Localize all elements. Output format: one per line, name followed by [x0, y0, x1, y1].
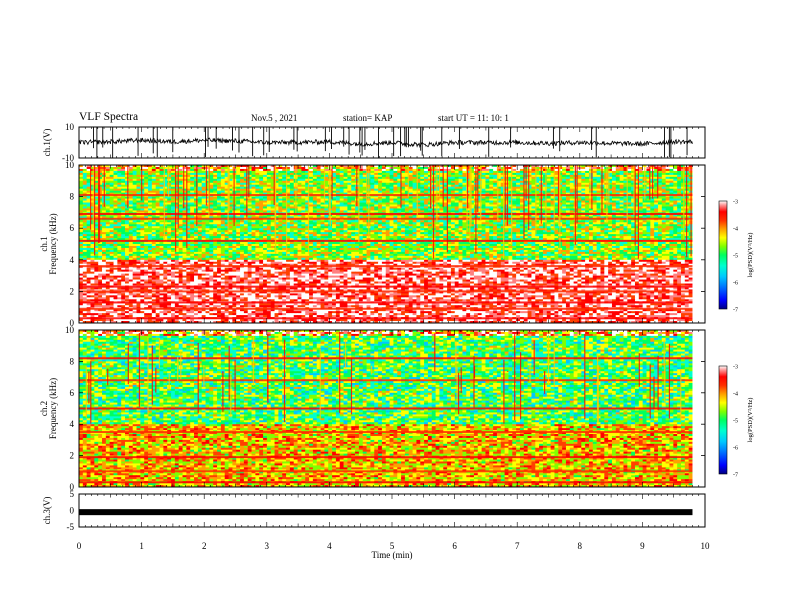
ch1-spectrogram-band: [79, 301, 693, 304]
x-tick-label: 2: [202, 541, 207, 551]
x-tick-label: 6: [452, 541, 457, 551]
x-tick-label: 8: [578, 541, 583, 551]
ch1-spectrogram-band: [79, 317, 693, 320]
ch1-spectrogram-colorbar-tick: -7: [733, 308, 738, 314]
x-tick-label: 1: [139, 541, 144, 551]
ch2-spectrogram-colorbar-tick: -6: [733, 446, 738, 452]
ch1-spectrogram-band: [79, 265, 693, 268]
ch1-spectrogram-ylabel-channel: ch.1: [39, 236, 49, 251]
ch3-waveform-ytick-label: 0: [70, 506, 75, 516]
ch1-spectrogram-colorbar-label: log(PSD)(V²/Hz): [747, 233, 754, 278]
ch1-spectrogram-ytick-label: 10: [65, 160, 75, 170]
ch1-waveform-line: [78, 136, 693, 149]
ch2-spectrogram-band: [79, 357, 693, 360]
x-tick-label: 10: [701, 541, 711, 551]
ch1-spectrogram-band: [79, 239, 693, 242]
x-tick-label: 9: [640, 541, 645, 551]
ch2-spectrogram-band: [79, 379, 693, 382]
ch1-spectrogram-colorbar-tick: -6: [733, 281, 738, 287]
ch2-spectrogram-image: [79, 330, 705, 488]
ch1-spectrogram-band: [79, 194, 693, 197]
ch2-spectrogram-band: [79, 407, 693, 410]
ch2-spectrogram-ytick-label: 0: [70, 482, 75, 492]
x-tick-label: 3: [265, 541, 270, 551]
ch2-spectrogram-colorbar: [718, 365, 728, 475]
ch1-spectrogram-colorbar-tick: -5: [733, 254, 738, 260]
ch2-spectrogram-ytick-label: 6: [70, 388, 75, 398]
date-label: Nov.5 , 2021: [251, 113, 297, 123]
ch1-waveform-ytick-label: -10: [62, 153, 74, 163]
ch3-waveform-ytick-label: 5: [70, 489, 75, 499]
chart-title: VLF Spectra: [79, 111, 138, 123]
ch2-spectrogram-ytick-label: 10: [65, 325, 75, 335]
ch3-waveform-line: [79, 509, 693, 516]
ch2-spectrogram-band: [79, 481, 693, 484]
ch2-spectrogram-ytick-label: 2: [70, 451, 75, 461]
ch2-spectrogram-colorbar-tick: -7: [733, 473, 738, 479]
ch1-spectrogram-ylabel-frequency: Frequency (kHz): [48, 213, 58, 274]
ch2-spectrogram-ytick-label: 4: [70, 419, 75, 429]
ch1-spectrogram-ytick-label: 2: [70, 286, 75, 296]
x-axis-label: Time (min): [372, 550, 413, 560]
ch1-spectrogram-band: [79, 290, 693, 293]
ch3-waveform-ylabel: ch.3(V): [42, 497, 52, 525]
ch1-spectrogram-ytick-label: 0: [70, 318, 75, 328]
ch2-spectrogram-ytick-label: 8: [70, 356, 75, 366]
ch1-spectrogram-band: [79, 212, 693, 215]
ch2-spectrogram-colorbar-tick: -5: [733, 419, 738, 425]
ch1-waveform-ytick-label: 10: [65, 122, 75, 132]
ch2-spectrogram-colorbar-tick: -3: [733, 365, 738, 371]
ch1-spectrogram-colorbar: [718, 200, 728, 310]
x-tick-label: 4: [327, 541, 332, 551]
ch1-spectrogram-ytick-label: 8: [70, 192, 75, 202]
x-tick-label: 0: [77, 541, 82, 551]
ch1-spectrogram-image: [79, 165, 705, 324]
ch1-spectrogram-band: [79, 285, 693, 288]
ch1-spectrogram-band: [79, 217, 693, 220]
ch1-spectrogram-ytick-label: 4: [70, 255, 75, 265]
ch1-spectrogram-colorbar-tick: -4: [733, 227, 738, 233]
ch1-spectrogram-ytick-label: 6: [70, 223, 75, 233]
station-label: station= KAP: [343, 113, 392, 123]
x-tick-label: 7: [515, 541, 520, 551]
ch2-spectrogram-band: [79, 431, 693, 434]
ch2-spectrogram-colorbar-label: log(PSD)(V²/Hz): [747, 398, 754, 443]
ch2-spectrogram-ylabel-channel: ch.2: [39, 401, 49, 416]
ch3-waveform-ytick-label: -5: [67, 522, 75, 532]
ch1-spectrogram-colorbar-tick: -3: [733, 200, 738, 206]
start-time-label: start UT = 11: 10: 1: [438, 113, 509, 123]
ch2-spectrogram-ylabel-frequency: Frequency (kHz): [48, 378, 58, 439]
x-tick-label: 5: [390, 541, 395, 551]
ch1-spectrogram-band: [79, 307, 693, 310]
ch2-spectrogram-band: [79, 456, 693, 459]
ch2-spectrogram-colorbar-tick: -4: [733, 392, 738, 398]
ch1-waveform-ylabel: ch.1(V): [42, 129, 52, 157]
ch2-spectrogram-band: [79, 470, 693, 473]
